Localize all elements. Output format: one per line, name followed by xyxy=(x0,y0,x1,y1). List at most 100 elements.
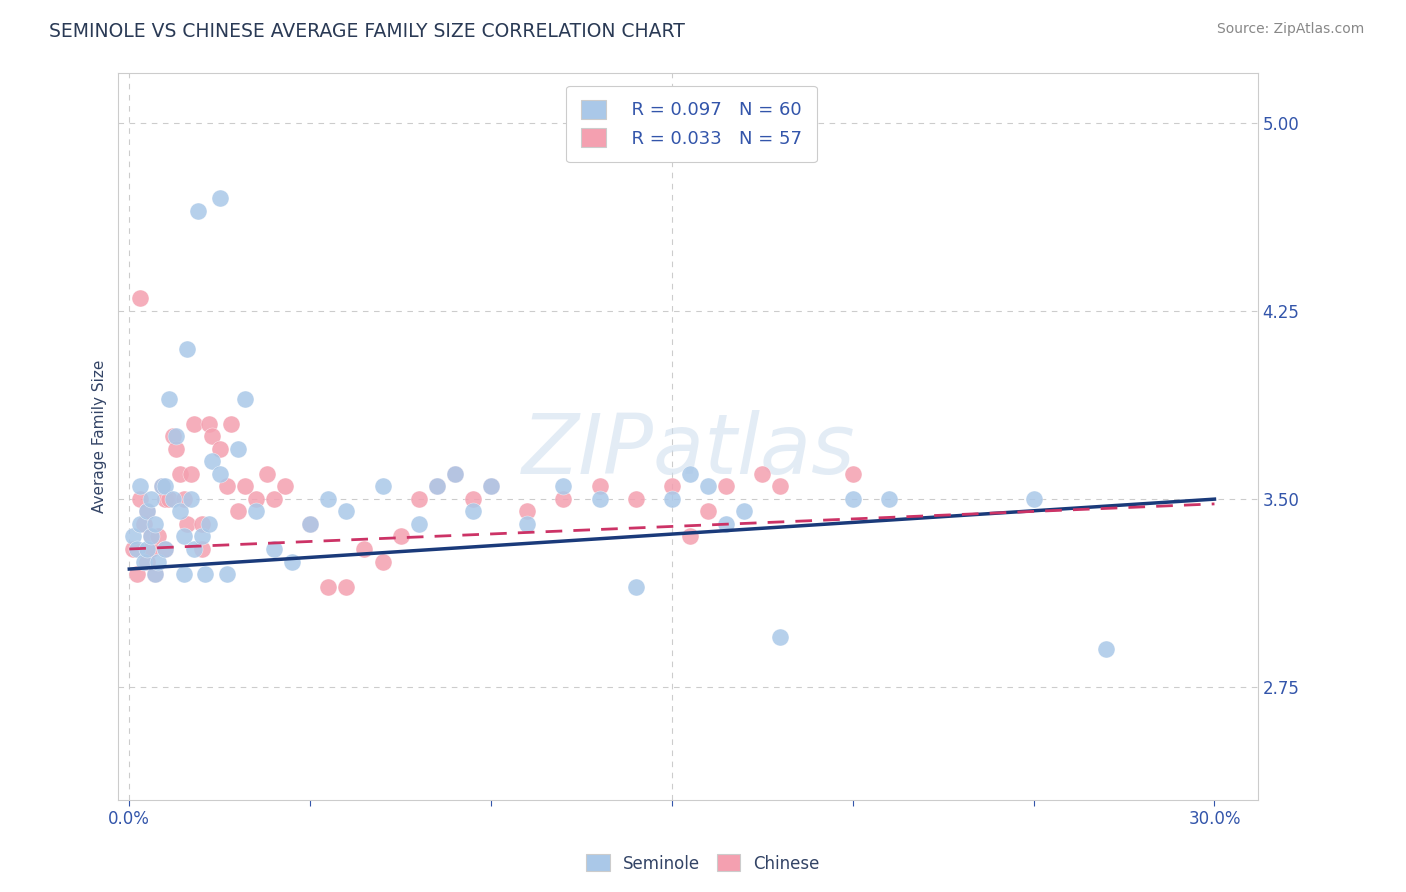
Point xyxy=(769,630,792,644)
Point xyxy=(143,567,166,582)
Point xyxy=(155,491,177,506)
Point xyxy=(426,479,449,493)
Point xyxy=(299,516,322,531)
Point xyxy=(176,516,198,531)
Point xyxy=(697,504,720,518)
Point xyxy=(198,516,221,531)
Point xyxy=(316,580,339,594)
Point xyxy=(162,429,184,443)
Point xyxy=(125,567,148,582)
Point xyxy=(208,191,231,205)
Point xyxy=(132,516,155,531)
Point xyxy=(183,417,205,431)
Text: ZIPatlas: ZIPatlas xyxy=(522,410,855,491)
Point xyxy=(226,442,249,456)
Point xyxy=(208,442,231,456)
Point xyxy=(299,516,322,531)
Point xyxy=(335,504,357,518)
Point xyxy=(136,555,159,569)
Point xyxy=(263,541,285,556)
Point xyxy=(143,567,166,582)
Point xyxy=(733,504,755,518)
Point xyxy=(1022,491,1045,506)
Point xyxy=(714,516,737,531)
Point xyxy=(408,491,430,506)
Point xyxy=(624,580,647,594)
Point xyxy=(245,491,267,506)
Point xyxy=(183,541,205,556)
Point xyxy=(516,516,538,531)
Point xyxy=(553,479,575,493)
Point xyxy=(150,479,173,493)
Point xyxy=(281,555,304,569)
Point xyxy=(256,467,278,481)
Point xyxy=(157,392,180,406)
Point xyxy=(461,504,484,518)
Point xyxy=(461,491,484,506)
Point xyxy=(842,491,865,506)
Point xyxy=(150,479,173,493)
Point xyxy=(155,541,177,556)
Point xyxy=(136,504,159,518)
Point xyxy=(215,567,238,582)
Point xyxy=(371,479,394,493)
Point xyxy=(353,541,375,556)
Point xyxy=(139,491,162,506)
Point xyxy=(588,491,610,506)
Point xyxy=(155,541,177,556)
Point xyxy=(155,479,177,493)
Point xyxy=(842,467,865,481)
Point xyxy=(233,392,256,406)
Point xyxy=(129,491,152,506)
Point xyxy=(169,504,191,518)
Point xyxy=(588,479,610,493)
Point xyxy=(136,541,159,556)
Point xyxy=(139,529,162,543)
Point xyxy=(201,454,224,468)
Point xyxy=(169,467,191,481)
Point xyxy=(122,529,145,543)
Point xyxy=(122,541,145,556)
Point xyxy=(173,567,195,582)
Point xyxy=(194,567,217,582)
Point xyxy=(245,504,267,518)
Point xyxy=(190,516,212,531)
Point xyxy=(444,467,467,481)
Point xyxy=(148,555,170,569)
Point xyxy=(148,529,170,543)
Point xyxy=(624,491,647,506)
Point xyxy=(516,504,538,518)
Point xyxy=(165,429,187,443)
Point xyxy=(208,467,231,481)
Point xyxy=(661,479,683,493)
Point xyxy=(136,504,159,518)
Point xyxy=(198,417,221,431)
Point xyxy=(157,491,180,506)
Point xyxy=(190,529,212,543)
Legend:   R = 0.097   N = 60,   R = 0.033   N = 57: R = 0.097 N = 60, R = 0.033 N = 57 xyxy=(567,86,817,162)
Text: SEMINOLE VS CHINESE AVERAGE FAMILY SIZE CORRELATION CHART: SEMINOLE VS CHINESE AVERAGE FAMILY SIZE … xyxy=(49,22,685,41)
Point xyxy=(129,292,152,306)
Point xyxy=(173,529,195,543)
Point xyxy=(479,479,502,493)
Point xyxy=(408,516,430,531)
Point xyxy=(553,491,575,506)
Point xyxy=(125,541,148,556)
Text: Source: ZipAtlas.com: Source: ZipAtlas.com xyxy=(1216,22,1364,37)
Point xyxy=(263,491,285,506)
Point xyxy=(187,203,209,218)
Point xyxy=(129,479,152,493)
Point xyxy=(371,555,394,569)
Point xyxy=(274,479,297,493)
Point xyxy=(479,479,502,493)
Point xyxy=(316,491,339,506)
Point xyxy=(132,555,155,569)
Point xyxy=(679,467,702,481)
Point xyxy=(877,491,900,506)
Point xyxy=(426,479,449,493)
Point xyxy=(162,491,184,506)
Point xyxy=(129,516,152,531)
Point xyxy=(226,504,249,518)
Point xyxy=(180,491,202,506)
Point xyxy=(769,479,792,493)
